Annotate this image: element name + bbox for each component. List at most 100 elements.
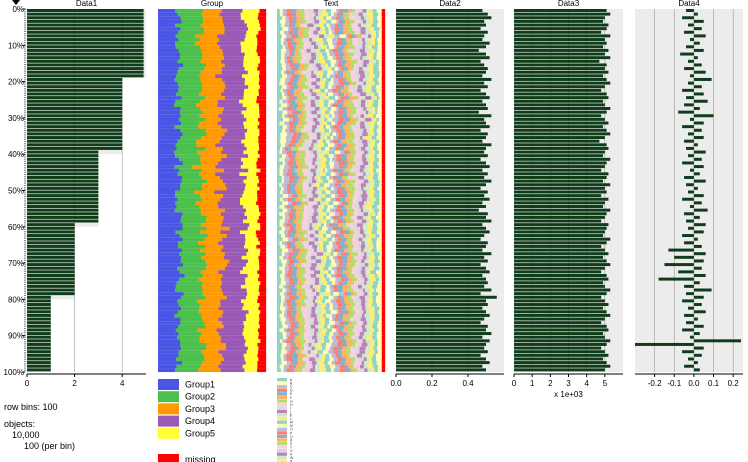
category-segment (328, 34, 335, 39)
category-segment (369, 27, 375, 31)
category-segment (305, 74, 309, 79)
category-segment (290, 219, 294, 224)
category-segment (158, 103, 175, 108)
category-segment (279, 99, 283, 104)
category-segment (364, 277, 368, 282)
category-segment (303, 125, 309, 129)
category-segment (315, 273, 320, 278)
category-segment (290, 190, 297, 195)
category-segment (333, 255, 337, 260)
category-segment (319, 266, 324, 271)
category-segment (377, 38, 382, 42)
data-bar (514, 114, 602, 118)
category-segment (314, 183, 320, 187)
category-segment (174, 9, 204, 13)
data-bar (27, 194, 99, 198)
category-segment (297, 266, 301, 271)
category-segment (329, 110, 335, 115)
category-segment (365, 234, 370, 238)
category-segment (182, 237, 205, 242)
category-segment (369, 52, 374, 57)
category-segment (381, 208, 386, 213)
category-segment (293, 215, 297, 220)
category-segment (329, 321, 335, 325)
category-segment (343, 16, 347, 20)
data-bar (514, 303, 609, 307)
category-segment (327, 273, 332, 278)
category-segment (302, 168, 308, 173)
column-title: Data1 (76, 0, 98, 8)
category-segment (243, 59, 261, 64)
data-bar (693, 56, 698, 60)
category-segment (373, 252, 380, 256)
category-segment (373, 16, 378, 20)
category-segment (306, 259, 311, 264)
category-segment (375, 110, 378, 115)
category-segment (286, 350, 289, 354)
category-segment (323, 201, 329, 206)
category-segment (196, 143, 216, 147)
category-segment (346, 281, 352, 285)
category-segment (292, 30, 298, 35)
category-segment (286, 335, 289, 340)
category-segment (297, 96, 302, 100)
category-segment (350, 215, 355, 220)
category-segment (226, 186, 245, 191)
category-segment (199, 114, 219, 118)
category-segment (381, 63, 386, 68)
category-segment (369, 357, 372, 362)
category-segment (321, 277, 326, 282)
category-segment (179, 252, 206, 256)
category-segment (299, 41, 304, 46)
x-axis-tick-label: -0.1 (667, 379, 681, 388)
category-segment (181, 255, 202, 260)
category-segment (282, 45, 286, 49)
category-segment (357, 128, 364, 133)
category-segment (290, 361, 294, 365)
category-segment (295, 125, 299, 129)
category-segment (357, 234, 364, 238)
category-segment (303, 30, 309, 35)
category-segment (301, 56, 307, 60)
category-segment (358, 23, 362, 28)
category-segment (341, 121, 347, 126)
data-bar (396, 346, 485, 350)
category-segment (158, 342, 181, 347)
category-segment (310, 237, 315, 242)
category-segment (365, 270, 368, 275)
sort-descending-arrow-icon[interactable] (12, 0, 20, 5)
category-segment (338, 132, 342, 137)
category-segment (296, 270, 301, 275)
category-segment (360, 125, 366, 129)
category-segment (255, 230, 267, 235)
category-segment (376, 52, 382, 57)
category-segment (381, 270, 386, 275)
data-bar (396, 313, 490, 317)
category-segment (374, 310, 379, 314)
category-segment (354, 324, 360, 329)
category-segment (345, 215, 352, 220)
category-segment (296, 9, 299, 13)
category-segment (331, 270, 335, 275)
category-segment (381, 226, 386, 231)
category-segment (300, 12, 305, 17)
category-segment (181, 96, 206, 100)
category-segment (303, 146, 309, 151)
category-segment (349, 179, 356, 184)
category-segment (346, 168, 351, 173)
data-bar (27, 52, 144, 56)
category-segment (301, 281, 305, 285)
data-bar (396, 150, 485, 154)
category-segment (158, 284, 176, 289)
category-segment (329, 339, 333, 344)
category-segment (333, 175, 337, 180)
category-segment (358, 45, 363, 49)
category-segment (315, 277, 320, 282)
data-bar (27, 266, 75, 270)
category-segment (297, 179, 301, 184)
category-segment (246, 23, 261, 28)
category-segment (302, 292, 306, 296)
category-segment (288, 212, 294, 216)
category-segment (314, 237, 319, 242)
category-segment (328, 92, 334, 97)
